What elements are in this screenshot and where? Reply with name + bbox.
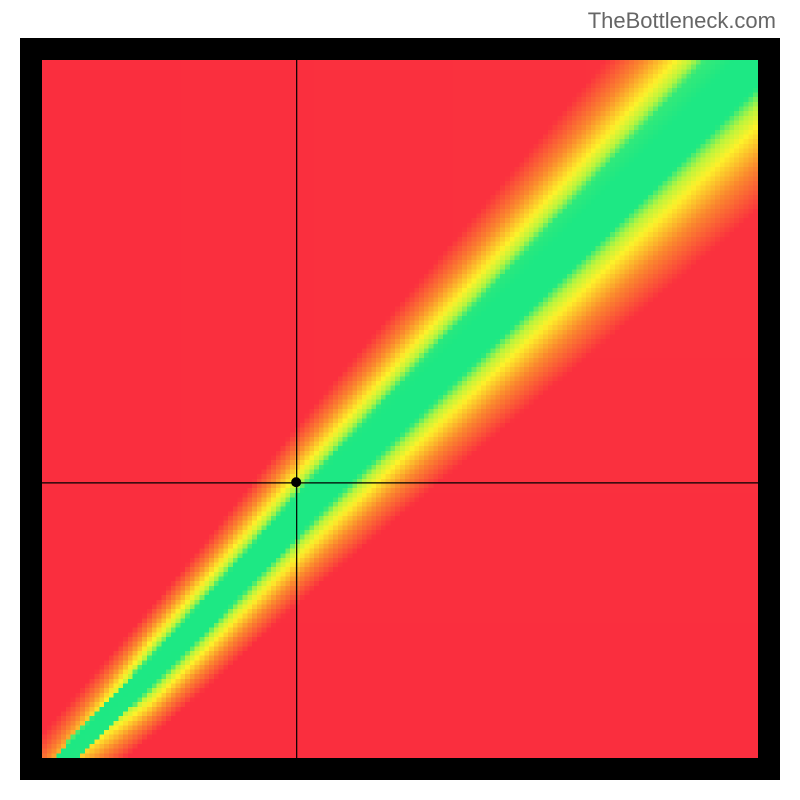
chart-container: TheBottleneck.com	[0, 0, 800, 800]
watermark-text: TheBottleneck.com	[588, 8, 776, 34]
crosshair-overlay	[42, 60, 758, 758]
